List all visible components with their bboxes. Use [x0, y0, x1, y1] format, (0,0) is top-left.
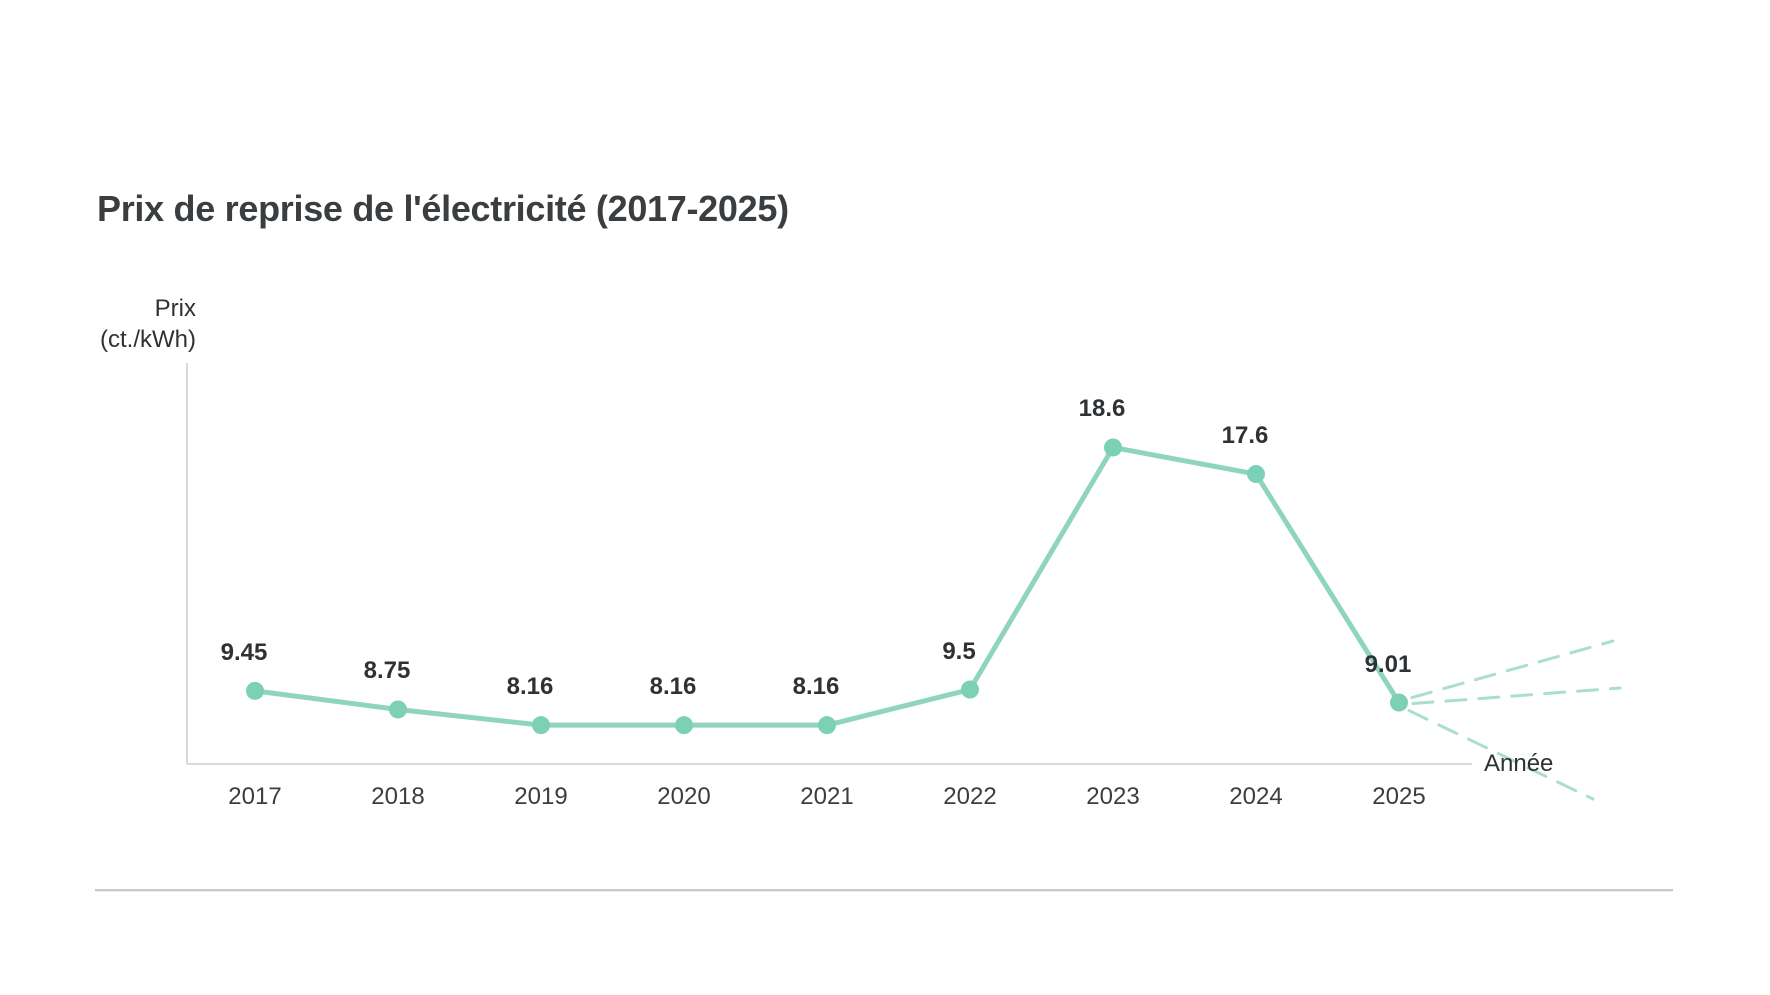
- x-tick-2023: 2023: [1086, 783, 1140, 810]
- bottom-separator: [95, 889, 1673, 892]
- projection-up: [1410, 639, 1615, 700]
- value-label-2018: 8.75: [363, 657, 411, 685]
- y-axis-label-line1: Prix: [154, 295, 196, 322]
- x-tick-2024: 2024: [1229, 783, 1283, 810]
- x-tick-2020: 2020: [657, 783, 711, 810]
- projection-dashed-lines: [1407, 639, 1622, 801]
- x-axis-label: Année: [1484, 750, 1554, 777]
- chart-title: Prix de reprise de l'électricité (2017-2…: [97, 188, 789, 229]
- x-tick-2021: 2021: [800, 783, 854, 810]
- x-tick-2019: 2019: [514, 783, 568, 810]
- data-point-2017: [246, 681, 264, 700]
- x-tick-2022: 2022: [943, 783, 997, 810]
- data-point-2025: [1390, 693, 1408, 712]
- value-label-2025: 9.01: [1364, 650, 1412, 678]
- value-label-2023: 18.6: [1078, 395, 1126, 423]
- data-point-markers: [246, 438, 1408, 735]
- y-axis-label-line2: (ct./kWh): [100, 326, 196, 353]
- y-axis-label: Prix (ct./kWh): [0, 293, 196, 355]
- value-label-2020: 8.16: [649, 673, 697, 701]
- data-point-2022: [961, 680, 979, 699]
- value-label-2024: 17.6: [1221, 422, 1269, 450]
- data-point-2024: [1247, 465, 1265, 484]
- data-point-2020: [675, 716, 693, 735]
- data-point-2021: [818, 716, 836, 735]
- data-point-2019: [532, 716, 550, 735]
- value-label-2022: 9.5: [942, 637, 976, 665]
- value-label-2019: 8.16: [506, 673, 554, 701]
- data-point-2023: [1104, 438, 1122, 457]
- projection-down: [1407, 709, 1595, 801]
- x-tick-2025: 2025: [1372, 783, 1426, 810]
- value-label-2017: 9.45: [220, 638, 268, 666]
- projection-flat: [1411, 686, 1622, 706]
- x-tick-2018: 2018: [371, 783, 425, 810]
- x-tick-2017: 2017: [228, 783, 282, 810]
- value-label-2021: 8.16: [792, 673, 840, 701]
- data-point-2018: [389, 700, 407, 719]
- axes: [186, 363, 1472, 765]
